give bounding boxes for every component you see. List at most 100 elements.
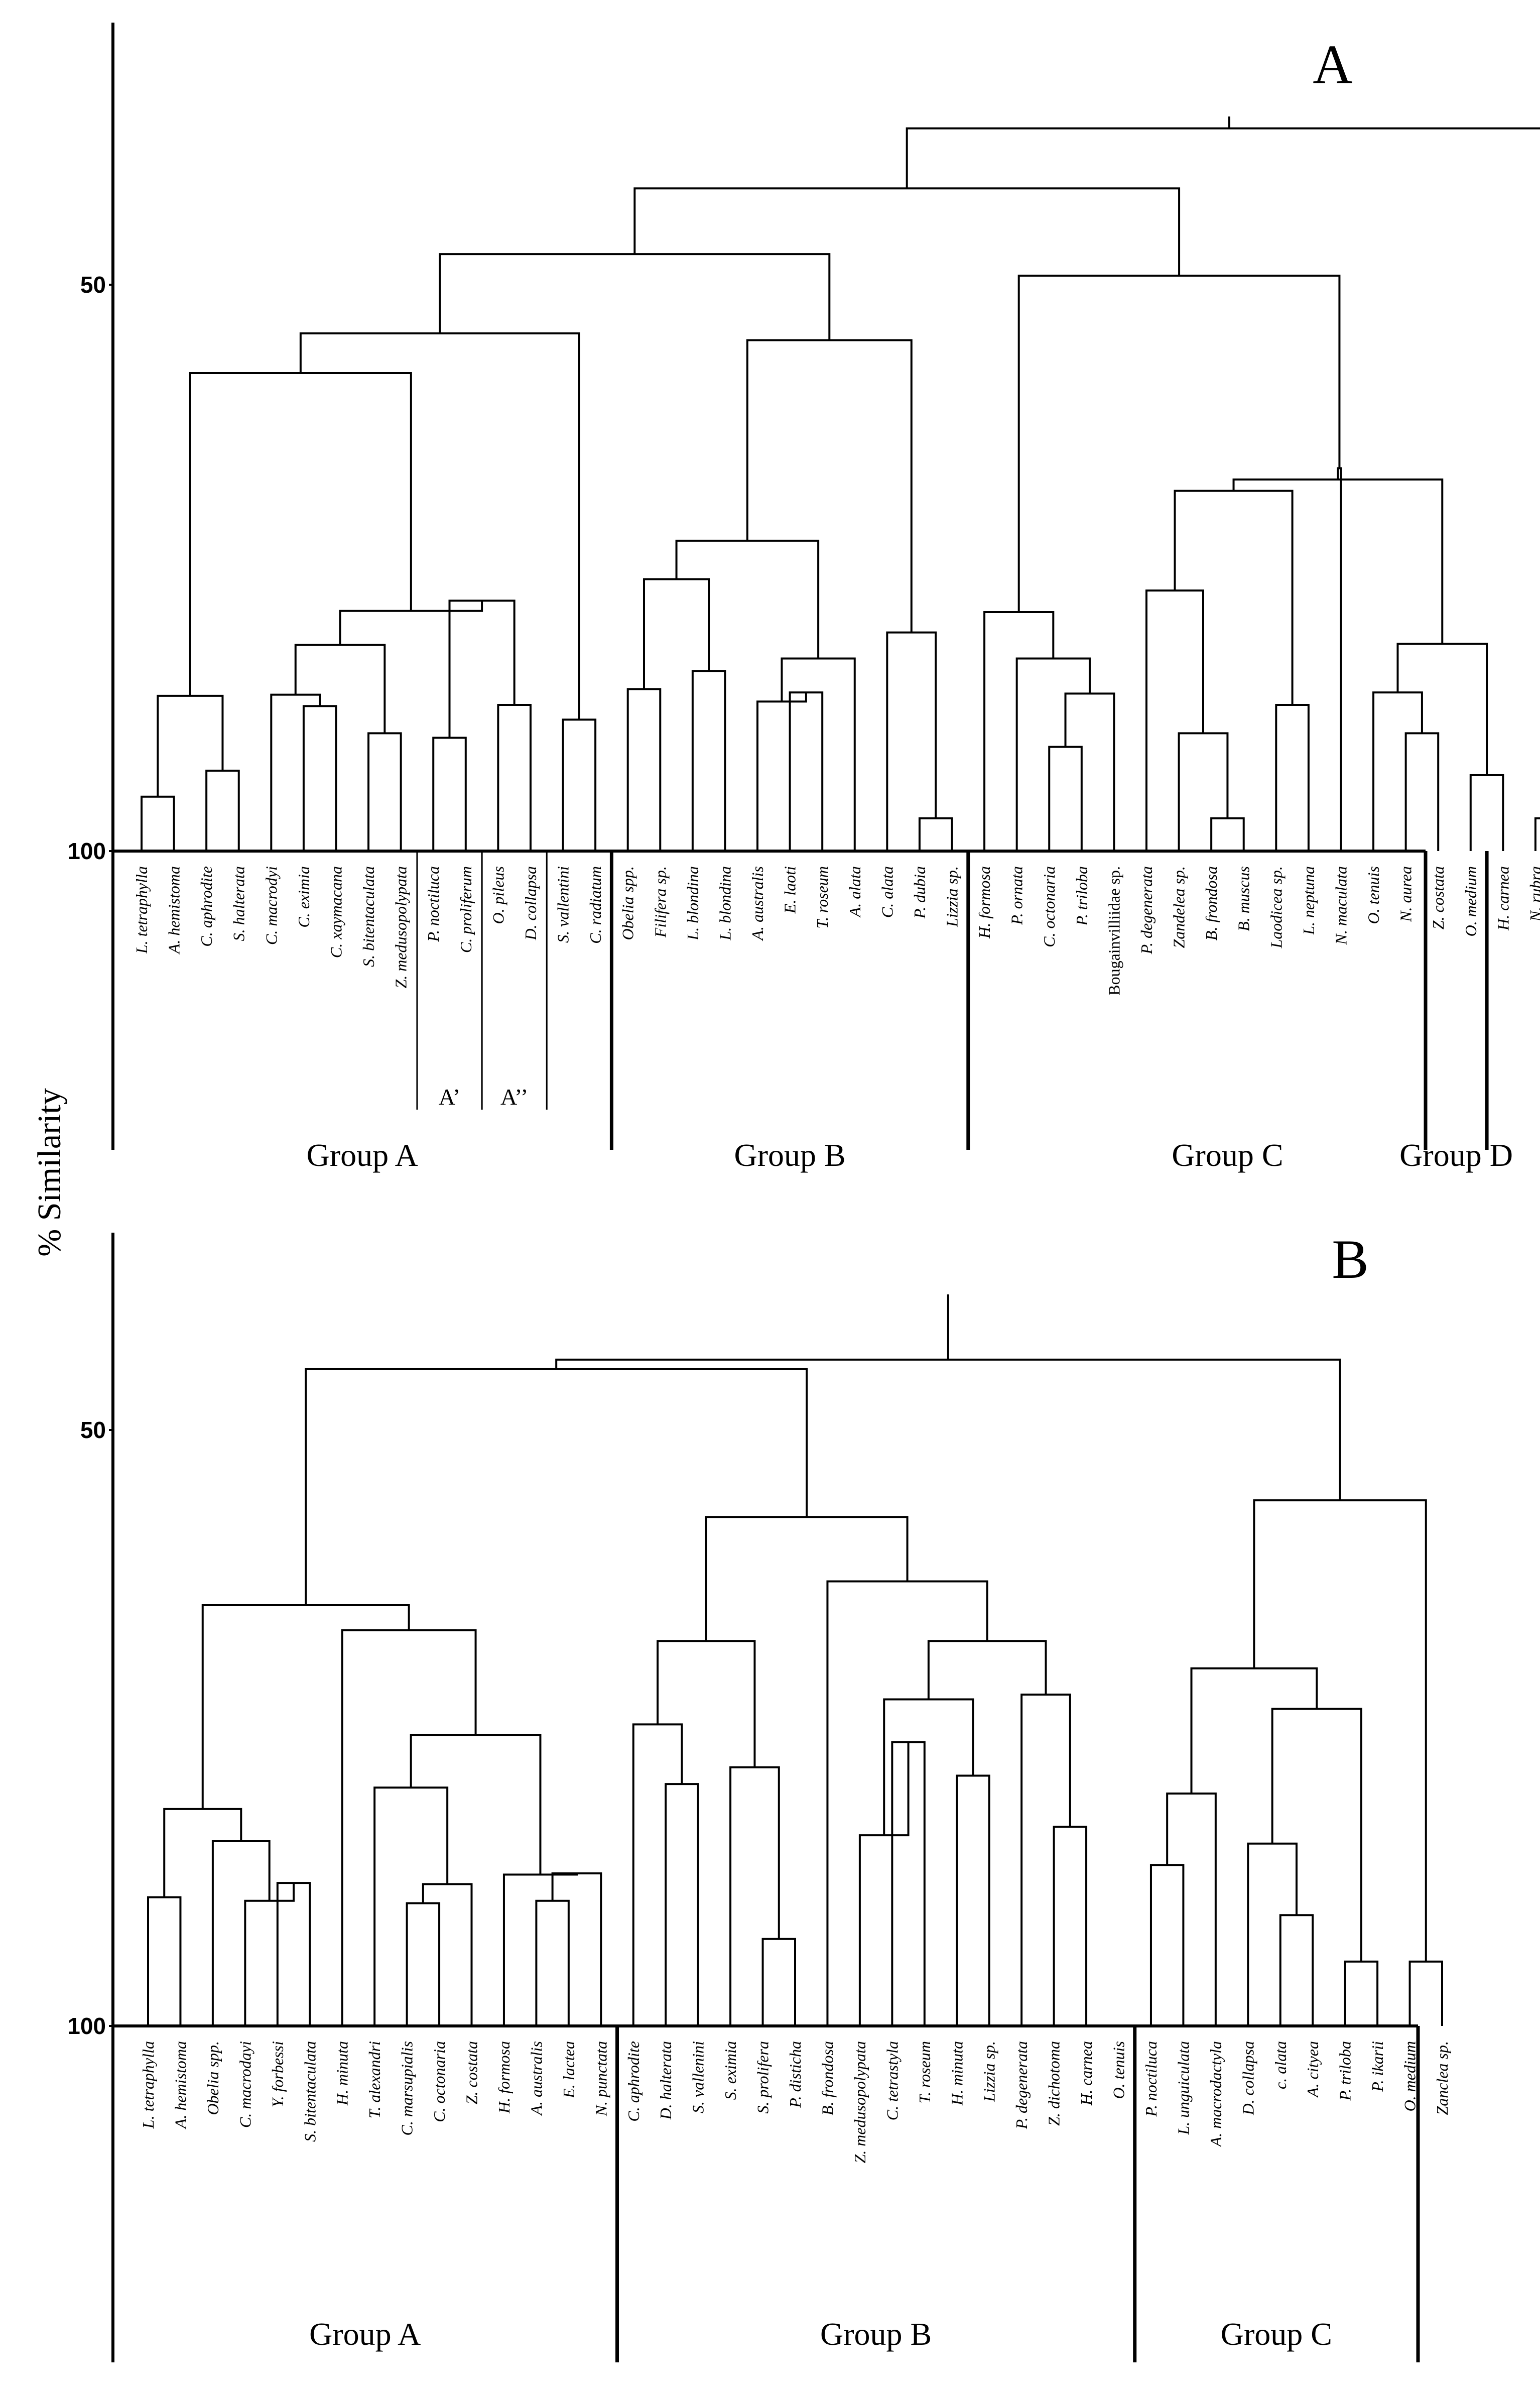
leaf-label: P. degenerata — [1137, 866, 1156, 954]
dendrogram-link — [781, 657, 856, 851]
dendrogram-link — [1344, 1960, 1379, 2026]
leaf-label: O. medium — [1401, 2041, 1419, 2111]
leaf-label: P. degenerata — [1012, 2041, 1031, 2129]
dendrogram-link — [211, 1840, 271, 2026]
leaf-label: T. roseum — [916, 2041, 934, 2103]
dendrogram-link — [502, 1873, 578, 2026]
dendrogram-link — [705, 1516, 909, 1641]
leaf-label: C. eximia — [295, 866, 313, 928]
leaf-label: P. triloba — [1336, 2041, 1354, 2101]
dendrogram-link — [756, 692, 807, 851]
leaf-label: H. carnea — [1077, 2041, 1095, 2106]
dendrogram-link — [410, 1734, 542, 1875]
leaf-label: E. lactea — [560, 2041, 578, 2099]
dendrogram-link — [1247, 1842, 1298, 2026]
leaf-label: B. frondosa — [818, 2041, 836, 2115]
leaf-label: A. alata — [846, 866, 864, 918]
leaf-label: H. carnea — [1494, 866, 1512, 931]
dendrogram-link — [141, 795, 175, 851]
leaf-label: c. alata — [1271, 2041, 1290, 2089]
leaf-label: P. triloba — [1073, 866, 1091, 926]
leaf-label: O. tenuis — [1110, 2041, 1128, 2099]
leaf-label: C. radiatum — [586, 866, 604, 944]
dendrogram-panel-a: 50 100 L. tetraphylla A. hemistoma C. aphrod… — [67, 23, 1540, 1173]
dendrogram-link — [276, 1882, 311, 2026]
leaf-label: L. unguiculata — [1174, 2041, 1192, 2135]
dendrogram-link — [729, 1766, 780, 2026]
dendrogram-link — [665, 1783, 699, 2026]
leaf-label: S. eximia — [721, 2041, 739, 2100]
dendrogram-link — [244, 1883, 295, 2026]
leaf-label: Filifera sp. — [651, 866, 669, 938]
group-label: Group C — [1221, 2316, 1332, 2352]
dendrogram-link — [657, 1640, 756, 1767]
dendrogram-link — [1015, 657, 1091, 851]
dendrogram-link — [1166, 1792, 1217, 2026]
dendrogram-link — [189, 372, 412, 696]
dendrogram-link — [633, 187, 1181, 276]
leaf-label: Bougainvilliidae sp. — [1105, 866, 1123, 996]
leaf-label: C. macrodayi — [236, 2041, 254, 2128]
leaf-label: A. australis — [527, 2041, 545, 2116]
panel-label: B — [1332, 1229, 1368, 1290]
dendrogram-link — [883, 1698, 974, 1836]
dendrogram-link — [535, 1899, 570, 2026]
dendrogram-link — [163, 1808, 242, 1897]
dendrogram-link — [1053, 1826, 1088, 2026]
dendrogram-link — [147, 1896, 182, 2026]
leaf-label: C. aphrodite — [624, 2041, 643, 2122]
dendrogram-link — [1174, 490, 1294, 705]
leaf-label: Zanclea sp. — [1433, 2041, 1451, 2115]
dendrogram-link — [294, 644, 386, 734]
leaf-label: Obelia spp. — [619, 866, 637, 940]
group-label: Group C — [1172, 1137, 1283, 1173]
dendrogram-link — [373, 1786, 449, 2026]
dendrogram-link — [270, 693, 321, 851]
dendrogram-link — [789, 691, 824, 851]
leaf-label: Zandelea sp. — [1170, 866, 1188, 948]
leaf-label: H. formosa — [495, 2041, 513, 2114]
leaf-label: N. maculata — [1332, 866, 1350, 945]
dendrogram-link — [1048, 746, 1083, 851]
dendrogram-link — [826, 1580, 988, 2026]
leaf-label: Z. medusopolypata — [392, 866, 410, 989]
dendrogram-link — [675, 539, 820, 659]
leaf-label: N. aurea — [1397, 866, 1415, 922]
group-label: Group B — [820, 2316, 932, 2352]
leaf-label: Obelia spp. — [204, 2041, 222, 2115]
dendrogram-link — [448, 600, 516, 738]
leaf-label: C. octonaria — [1040, 866, 1058, 947]
leaf-label: S. bitentaculata — [359, 866, 377, 967]
dendrogram-link — [1232, 478, 1444, 644]
dendrogram-link — [632, 1723, 683, 2026]
dendrogram-link — [205, 769, 240, 851]
dendrogram-link — [406, 1902, 441, 2026]
leaf-label: H. minuta — [333, 2041, 351, 2106]
leaf-label: Z. medusopolypata — [851, 2041, 869, 2164]
leaf-label: C. xaymacana — [327, 866, 345, 958]
leaf-label: C. proliferum — [457, 866, 475, 953]
leaf-label: O. medium — [1462, 866, 1480, 936]
dendrogram-link — [1534, 817, 1540, 851]
dendrogram-link — [341, 1629, 477, 2026]
leaf-label: P. ornata — [1008, 866, 1026, 925]
group-label: Group A — [309, 2316, 421, 2352]
dendrogram-link — [1253, 1499, 1427, 1962]
leaf-label: C. aphrodite — [197, 866, 215, 947]
dendrogram-link — [918, 817, 953, 851]
dendrogram-link — [746, 339, 913, 633]
dendrogram-link — [1275, 703, 1310, 851]
leaf-label: P. disticha — [786, 2041, 804, 2108]
dendrogram-link — [1372, 691, 1423, 851]
leaf-label: S. vallenini — [689, 2041, 707, 2113]
leaf-label: A. hemistoma — [165, 866, 183, 954]
leaf-label: P. noctiluca — [424, 866, 442, 942]
leaf-label: L. blondina — [716, 866, 734, 941]
dendrogram-link — [1408, 1960, 1443, 2026]
leaf-label: S. halterata — [230, 866, 248, 941]
leaf-label: N. rubra — [1526, 866, 1540, 922]
dendrogram-link — [626, 688, 662, 851]
dendrogram-link — [1337, 467, 1342, 851]
dendrogram-link — [1271, 1708, 1362, 1962]
